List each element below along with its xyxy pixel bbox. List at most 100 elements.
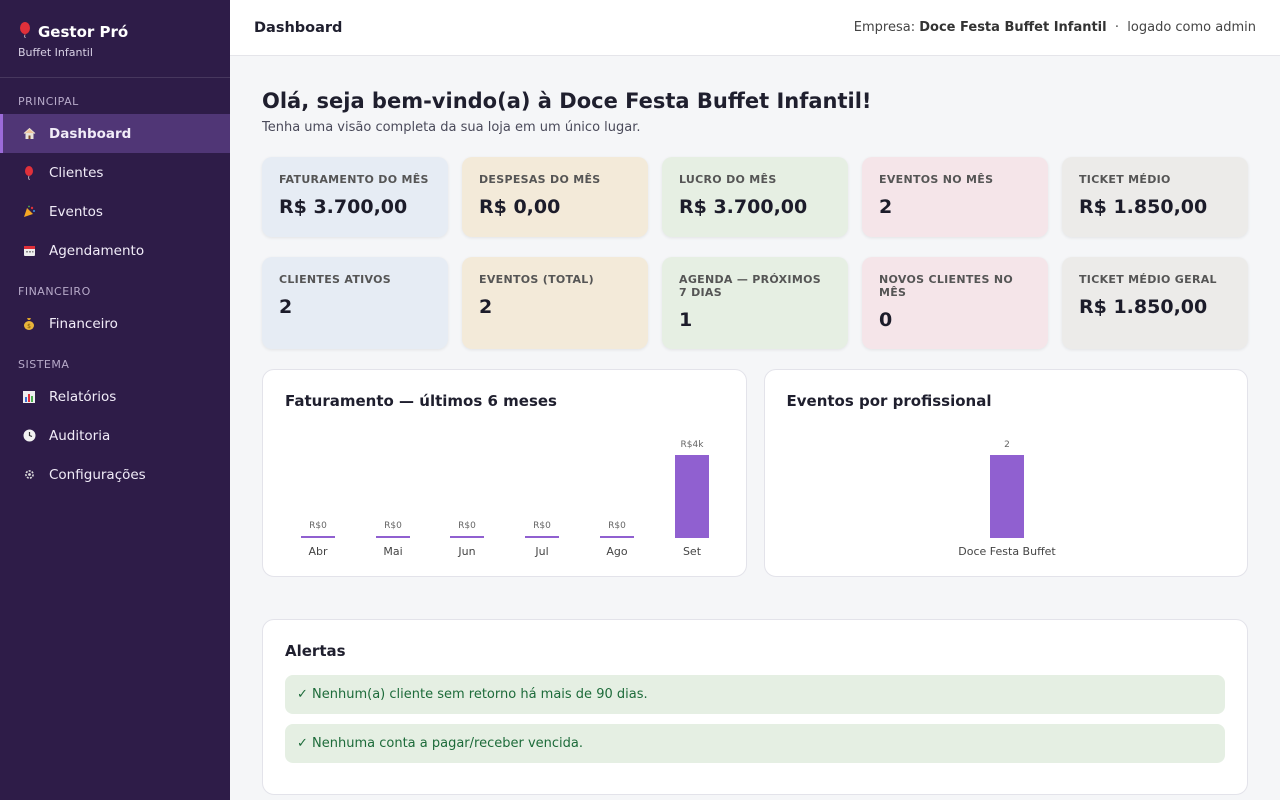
chart-data-label: R$0 (608, 521, 626, 531)
kpi-value: R$ 1.850,00 (1079, 296, 1208, 318)
kpi-value: 2 (479, 296, 493, 318)
chart-bar (450, 536, 484, 538)
balloon-icon (22, 165, 36, 180)
clock-icon (22, 429, 36, 443)
chart-bar (989, 455, 1024, 538)
chart-bar (675, 455, 709, 538)
calendar-icon (22, 244, 36, 258)
nav-section-principal: PRINCIPAL (18, 95, 79, 108)
welcome-heading: Olá, seja bem-vindo(a) à Doce Festa Buff… (262, 89, 872, 113)
sidebar-item-eventos[interactable]: Eventos (0, 192, 230, 231)
separator: · (1114, 20, 1120, 35)
sidebar-item-relatorios[interactable]: Relatórios (0, 377, 230, 416)
bar-chart-icon (22, 390, 36, 404)
alerts-panel: Alertas ✓ Nenhum(a) cliente sem retorno … (262, 619, 1248, 795)
kpi-label: CLIENTES ATIVOS (279, 273, 392, 286)
logged-user: logado como admin (1127, 20, 1256, 35)
chart-data-label: R$0 (533, 521, 551, 531)
nav-section-financeiro: FINANCEIRO (18, 285, 91, 298)
kpi-card-ticket-medio: TICKET MÉDIO R$ 1.850,00 (1062, 157, 1248, 237)
kpi-label: TICKET MÉDIO (1079, 173, 1171, 186)
chart-tick-label: Abr (308, 545, 328, 558)
chart-tick-label: Set (683, 545, 702, 558)
kpi-value: R$ 3.700,00 (279, 196, 408, 218)
sidebar-item-label: Auditoria (49, 427, 111, 444)
kpi-card-faturamento: FATURAMENTO DO MÊS R$ 3.700,00 (262, 157, 448, 237)
chart-data-label: R$4k (681, 440, 705, 450)
brand-name: Gestor Pró (38, 23, 129, 41)
chart-bar (301, 536, 335, 538)
brand-title[interactable]: Gestor Pró (18, 22, 212, 42)
kpi-card-despesas: DESPESAS DO MÊS R$ 0,00 (462, 157, 648, 237)
kpi-card-eventos-total: EVENTOS (TOTAL) 2 (462, 257, 648, 349)
alerts-title: Alertas (285, 642, 346, 660)
sidebar-item-dashboard[interactable]: Dashboard (0, 114, 230, 153)
kpi-label: EVENTOS (TOTAL) (479, 273, 594, 286)
events-chart-panel: Eventos por profissional 2 Doce Festa Buf… (763, 369, 1248, 577)
kpi-label: AGENDA — PRÓXIMOS 7 DIAS (679, 273, 821, 299)
sidebar-item-configuracoes[interactable]: Configurações (0, 455, 230, 494)
nav-section-sistema: SISTEMA (18, 358, 70, 371)
kpi-card-lucro: LUCRO DO MÊS R$ 3.700,00 (662, 157, 848, 237)
kpi-value: R$ 0,00 (479, 196, 561, 218)
alert-item: ✓ Nenhum(a) cliente sem retorno há mais … (285, 675, 1225, 714)
sidebar-item-auditoria[interactable]: Auditoria (0, 416, 230, 455)
kpi-label: NOVOS CLIENTES NO MÊS (879, 273, 1014, 299)
brand: Gestor Pró Buffet Infantil (0, 0, 230, 78)
kpi-card-clientes-ativos: CLIENTES ATIVOS 2 (262, 257, 448, 349)
chart-data-label: R$0 (384, 521, 402, 531)
chart-data-label: R$0 (309, 521, 327, 531)
kpi-label: DESPESAS DO MÊS (479, 173, 601, 186)
sidebar-item-label: Financeiro (49, 315, 118, 332)
company-name: Doce Festa Buffet Infantil (919, 20, 1107, 35)
svg-text:$: $ (27, 323, 31, 330)
chart-tick-label: Ago (606, 545, 628, 558)
main-content: Olá, seja bem-vindo(a) à Doce Festa Buff… (262, 56, 1248, 795)
kpi-value: 1 (679, 309, 693, 331)
welcome-subtitle: Tenha uma visão completa da sua loja em … (262, 120, 641, 135)
brand-subtitle: Buffet Infantil (18, 46, 93, 59)
kpi-card-novos-clientes: NOVOS CLIENTES NO MÊS 0 (862, 257, 1048, 349)
kpi-card-eventos-mes: EVENTOS NO MÊS 2 (862, 157, 1048, 237)
kpi-card-agenda: AGENDA — PRÓXIMOS 7 DIAS 1 (662, 257, 848, 349)
sidebar-item-financeiro[interactable]: $ Financeiro (0, 304, 230, 343)
sidebar-item-label: Eventos (49, 203, 103, 220)
charts-row: Faturamento — últimos 6 meses R$0 Abr R$0 M… (262, 369, 1248, 577)
chart-data-label: 2 (1004, 440, 1010, 450)
sidebar-item-agendamento[interactable]: Agendamento (0, 231, 230, 270)
revenue-chart-panel: Faturamento — últimos 6 meses R$0 Abr R$0 M… (262, 369, 747, 577)
balloon-icon (18, 22, 32, 42)
kpi-cards: FATURAMENTO DO MÊS R$ 3.700,00 DESPESAS … (262, 157, 1248, 349)
sidebar-item-label: Clientes (49, 164, 104, 181)
chart-bar (600, 536, 634, 538)
kpi-card-ticket-medio-geral: TICKET MÉDIO GERAL R$ 1.850,00 (1062, 257, 1248, 349)
chart-title: Faturamento — últimos 6 meses (285, 392, 557, 410)
sidebar-item-clientes[interactable]: Clientes (0, 153, 230, 192)
page-title: Dashboard (254, 19, 343, 36)
kpi-value: 2 (279, 296, 293, 318)
company-prefix: Empresa: (853, 20, 916, 35)
kpi-label: FATURAMENTO DO MÊS (279, 173, 429, 186)
chart-tick-label: Doce Festa Buffet (958, 545, 1056, 558)
kpi-label: LUCRO DO MÊS (679, 173, 777, 186)
kpi-value: R$ 1.850,00 (1079, 196, 1208, 218)
sidebar-item-label: Dashboard (49, 125, 132, 142)
sidebar-item-label: Relatórios (49, 388, 117, 405)
party-icon (22, 205, 36, 219)
chart-bar (525, 536, 559, 538)
gear-icon (22, 468, 36, 482)
sidebar-item-label: Configurações (49, 466, 146, 483)
alert-item: ✓ Nenhuma conta a pagar/receber vencida. (285, 724, 1225, 763)
sidebar-item-label: Agendamento (49, 242, 145, 259)
kpi-value: 0 (879, 309, 893, 331)
kpi-label: EVENTOS NO MÊS (879, 173, 994, 186)
chart-tick-label: Jun (457, 545, 475, 558)
chart-tick-label: Mai (383, 545, 402, 558)
kpi-value: 2 (879, 196, 893, 218)
chart-bar (376, 536, 410, 538)
chart-data-label: R$0 (458, 521, 476, 531)
kpi-label: TICKET MÉDIO GERAL (1079, 273, 1217, 286)
revenue-bar-chart: R$0 Abr R$0 Mai R$0 Jun R$0 Jul R$0 Ago R$4k Set (301, 440, 709, 558)
chart-title: Eventos por profissional (786, 392, 992, 410)
home-icon (22, 127, 36, 141)
